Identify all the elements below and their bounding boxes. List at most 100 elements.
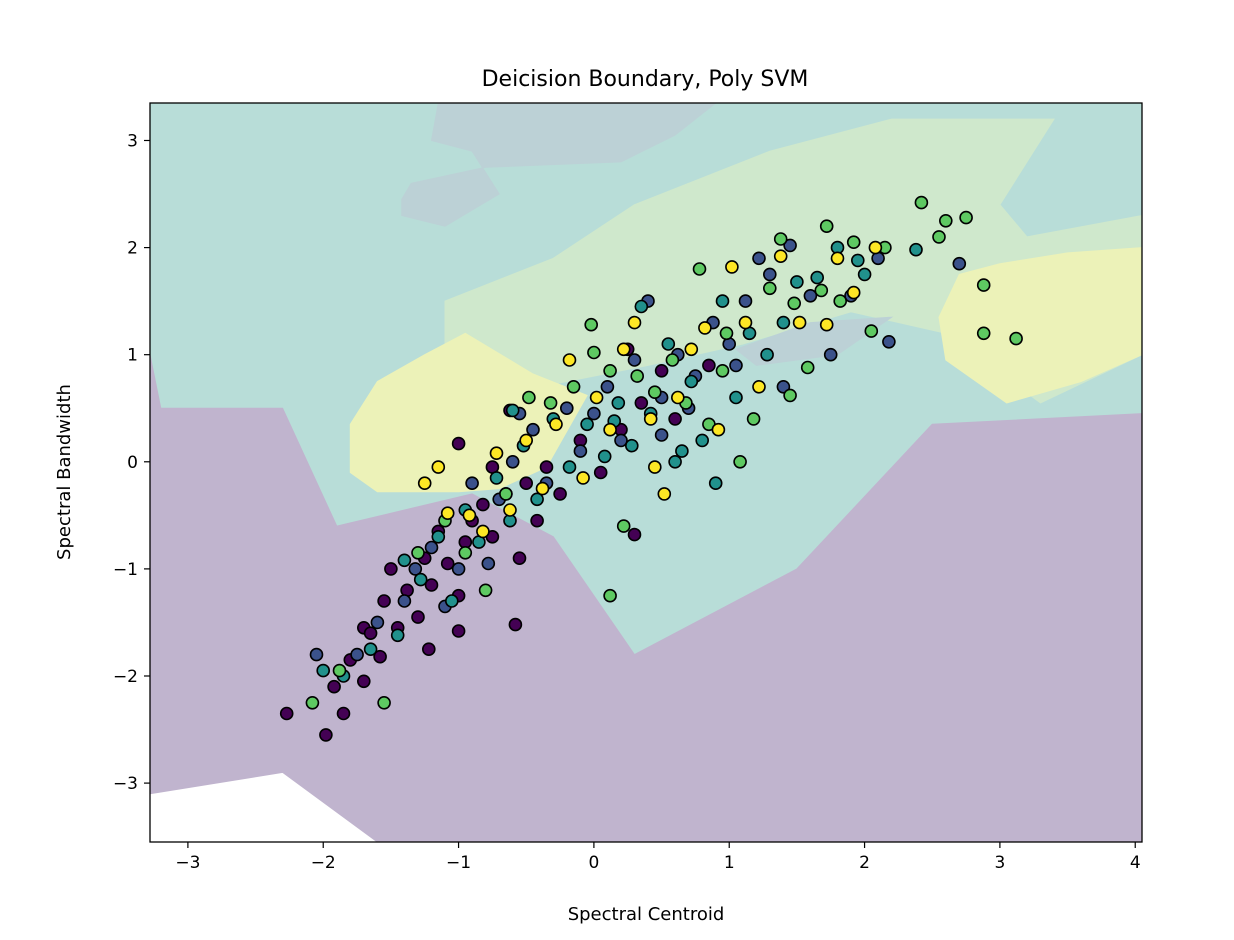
- scatter-point-class-1: [370, 615, 385, 630]
- scatter-point-class-4: [711, 422, 726, 437]
- scatter-point-class-1: [397, 594, 412, 608]
- plot-area: [150, 103, 1142, 842]
- scatter-point-class-3: [566, 379, 581, 394]
- plot-frame: [149, 102, 1143, 843]
- scatter-point-class-3: [478, 583, 493, 598]
- scatter-point-class-3: [800, 360, 815, 375]
- scatter-point-class-0: [279, 706, 294, 721]
- scatter-point-class-4: [830, 251, 845, 266]
- scatter-point-class-2: [413, 572, 428, 587]
- scatter-point-class-0: [336, 706, 351, 721]
- scatter-point-class-1: [783, 238, 797, 253]
- scatter-point-class-2: [729, 390, 743, 405]
- scatter-point-class-3: [630, 369, 645, 383]
- scatter-point-class-2: [857, 267, 872, 282]
- scatter-point-class-1: [505, 454, 520, 469]
- scatter-point-class-3: [773, 232, 788, 246]
- region-class-0: [150, 354, 1142, 842]
- scatter-point-class-2: [668, 454, 682, 469]
- scatter-point-class-4: [643, 412, 658, 426]
- scatter-point-class-4: [589, 390, 604, 405]
- scatter-point-class-4: [698, 321, 712, 335]
- scatter-point-class-3: [377, 695, 391, 710]
- scatter-point-class-4: [417, 476, 432, 491]
- scatter-point-class-0: [508, 617, 523, 632]
- scatter-point-class-0: [512, 551, 527, 566]
- scatter-point-class-2: [850, 253, 865, 268]
- scatter-point-class-4: [738, 315, 753, 330]
- scatter-point-class-4: [503, 503, 517, 517]
- y-axis: −3 −2 −1 0 1 2 3: [113, 131, 150, 794]
- scatter-point-class-2: [695, 433, 710, 448]
- scatter-point-class-0: [421, 642, 436, 657]
- scatter-point-class-3: [783, 388, 797, 403]
- scatter-point-class-3: [814, 283, 829, 298]
- scatter-point-class-3: [458, 545, 473, 560]
- scatter-point-class-1: [627, 353, 642, 367]
- scatter-point-class-4: [603, 422, 617, 437]
- scatter-point-class-1: [614, 433, 628, 448]
- scatter-point-class-2: [597, 449, 612, 464]
- scatter-point-class-1: [823, 347, 838, 362]
- scatter-point-class-3: [665, 353, 680, 367]
- x-tick-label: 0: [588, 853, 599, 873]
- scatter-point-class-0: [519, 476, 534, 491]
- scatter-point-class-4: [627, 315, 642, 330]
- scatter-point-class-2: [790, 275, 804, 289]
- scatter-point-class-1: [309, 647, 324, 662]
- x-tick-label: 1: [724, 853, 735, 873]
- x-axis: −3 −2 −1 0 1 2 3 4: [175, 842, 1141, 873]
- scatter-point-class-2: [530, 492, 544, 507]
- scatter-point-class-1: [481, 556, 496, 571]
- scatter-point-class-2: [909, 242, 923, 257]
- scatter-point-class-3: [746, 412, 761, 426]
- y-tick-label: −1: [113, 560, 138, 580]
- scatter-point-class-1: [465, 476, 479, 491]
- scatter-point-class-4: [519, 433, 534, 448]
- scatter-point-class-4: [670, 390, 685, 405]
- scatter-point-class-3: [603, 588, 617, 603]
- scatter-point-class-0: [319, 728, 333, 742]
- scatter-point-class-0: [634, 396, 649, 410]
- scatter-point-class-0: [327, 679, 341, 694]
- scatter-point-class-0: [593, 465, 608, 480]
- y-tick-label: −2: [113, 667, 138, 687]
- x-tick-label: 4: [1130, 853, 1141, 873]
- scatter-point-class-4: [868, 240, 883, 255]
- scatter-point-class-3: [522, 390, 536, 405]
- scatter-point-class-0: [702, 358, 716, 373]
- scatter-point-class-2: [715, 294, 730, 308]
- scatter-point-class-3: [305, 695, 320, 710]
- scatter-point-class-3: [584, 317, 599, 332]
- scatter-point-class-0: [377, 594, 391, 608]
- scatter-point-class-3: [332, 663, 347, 678]
- scatter-point-class-0: [654, 363, 669, 378]
- scatter-point-class-1: [587, 406, 601, 421]
- scatter-point-class-1: [729, 358, 743, 373]
- scatter-point-class-2: [562, 460, 577, 474]
- scatter-point-class-3: [846, 235, 861, 249]
- scatter-point-class-0: [451, 436, 466, 451]
- scatter-point-class-1: [559, 401, 574, 416]
- scatter-point-class-2: [760, 347, 774, 362]
- scatter-point-class-2: [580, 417, 594, 432]
- y-tick-label: 3: [127, 131, 138, 151]
- scatter-point-class-0: [553, 487, 567, 501]
- y-tick-label: 2: [127, 239, 138, 259]
- chart-title: Deicision Boundary, Poly SVM: [482, 67, 809, 92]
- scatter-point-class-0: [476, 497, 490, 512]
- scatter-point-class-3: [647, 385, 662, 400]
- scatter-point-class-4: [684, 342, 699, 357]
- scatter-point-class-0: [411, 610, 425, 624]
- scatter-point-class-2: [489, 471, 504, 485]
- scatter-point-class-0: [668, 412, 682, 426]
- scatter-point-class-0: [451, 624, 466, 638]
- scatter-point-class-2: [634, 299, 649, 314]
- scatter-point-class-4: [476, 524, 490, 539]
- scatter-point-class-3: [603, 363, 617, 378]
- scatter-point-class-4: [431, 460, 446, 474]
- y-tick-label: −3: [113, 774, 138, 794]
- scatter-point-class-1: [803, 288, 818, 303]
- scatter-point-class-2: [675, 444, 689, 458]
